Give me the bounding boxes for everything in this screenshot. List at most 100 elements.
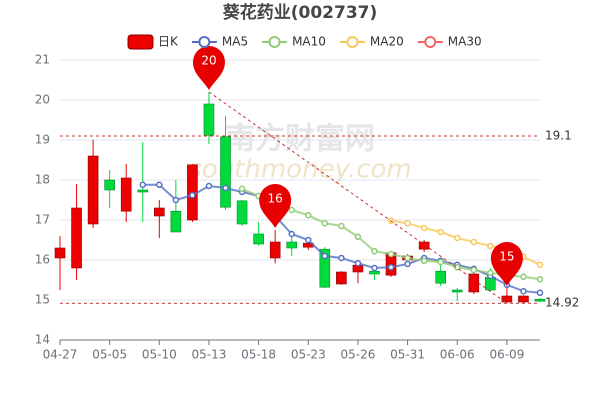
ma-point — [404, 254, 411, 262]
y-tick-label: 15 — [35, 293, 50, 307]
ma-point — [139, 181, 147, 189]
ma-point — [470, 266, 478, 274]
candle-body — [269, 241, 281, 259]
y-tick-label: 16 — [35, 253, 50, 267]
ma-point — [371, 264, 378, 272]
candle-body — [236, 200, 248, 225]
candle-body — [104, 179, 115, 191]
ma-point — [354, 259, 362, 267]
legend-label: MA5 — [222, 35, 248, 49]
candle-body — [253, 233, 264, 245]
ma-point — [536, 275, 544, 283]
ma-point — [387, 250, 395, 258]
candle-body — [71, 207, 82, 269]
ma-point — [238, 185, 246, 193]
candle-body — [518, 295, 529, 303]
ma-point — [288, 206, 295, 214]
ma-point — [172, 196, 180, 204]
legend-icon — [127, 34, 154, 50]
x-tick-label: 05-05 — [92, 348, 127, 362]
ma-point — [222, 184, 229, 192]
ma-point — [321, 252, 329, 260]
ma-point — [404, 260, 411, 268]
ma-point — [453, 263, 461, 271]
x-tick-label: 05-10 — [142, 348, 177, 362]
ma-point — [354, 233, 362, 241]
ma-point — [453, 234, 461, 242]
candle-body — [501, 295, 513, 303]
ma-point — [536, 261, 544, 269]
y-tick-label: 19 — [35, 133, 50, 147]
candle-body — [369, 270, 380, 275]
x-tick-label: 05-26 — [340, 348, 375, 362]
x-tick-label: 05-18 — [241, 348, 276, 362]
ma-point — [305, 236, 312, 244]
candle-body — [534, 298, 546, 302]
y-tick-label: 18 — [35, 173, 50, 187]
candle-body — [54, 247, 66, 259]
ma-point — [420, 257, 428, 265]
mark-pin — [192, 46, 225, 90]
mark-line-label: 14.92 — [545, 296, 579, 310]
y-tick-label: 20 — [35, 93, 50, 107]
ma-point — [387, 263, 395, 271]
candle-body — [87, 155, 99, 225]
legend-icon — [424, 36, 437, 48]
x-tick-label: 05-31 — [390, 348, 425, 362]
candle-body — [170, 210, 182, 233]
ma-point — [437, 258, 444, 266]
ma-point — [487, 242, 494, 250]
ma-point — [520, 287, 527, 295]
mark-pin — [259, 184, 292, 228]
candle-body — [435, 270, 446, 284]
ma-point — [321, 219, 329, 227]
x-tick-label: 04-27 — [43, 348, 78, 362]
candle-body — [220, 136, 231, 208]
y-tick-label: 17 — [35, 213, 50, 227]
ma-point — [437, 228, 444, 236]
ma-point — [305, 211, 312, 219]
ma-point — [288, 230, 295, 238]
x-tick-label: 06-06 — [440, 348, 475, 362]
mark-pin-label: 20 — [201, 54, 216, 68]
x-tick-label: 05-23 — [291, 348, 326, 362]
candle-body — [154, 207, 165, 217]
candle-body — [319, 248, 331, 288]
legend-label: MA30 — [448, 35, 482, 49]
legend-icon — [268, 36, 281, 48]
y-tick-label: 14 — [35, 333, 50, 347]
candle-body — [451, 289, 463, 293]
mark-pin — [490, 242, 523, 286]
trend-line — [208, 91, 508, 304]
ma-point — [536, 289, 544, 297]
ma-point — [371, 247, 378, 255]
chart-title: 葵花药业(002737) — [223, 2, 378, 23]
ma-point — [520, 273, 527, 281]
watermark: 南方财富网 — [225, 122, 375, 157]
candle-body — [203, 103, 215, 136]
legend-label: MA10 — [292, 35, 326, 49]
candle-body — [120, 177, 132, 212]
candle-body — [418, 241, 430, 250]
ma-point — [338, 254, 345, 262]
mark-pin-label: 16 — [268, 192, 283, 206]
mark-line-label: 19.1 — [545, 129, 572, 143]
ma-point — [189, 191, 196, 199]
candle-body — [137, 189, 149, 193]
x-tick-label: 06-09 — [489, 348, 524, 362]
ma-point — [470, 238, 478, 246]
candle-body — [286, 241, 298, 249]
ma-point — [156, 181, 163, 189]
x-tick-label: 05-13 — [192, 348, 227, 362]
legend-icon — [198, 36, 211, 48]
ma-point — [420, 224, 428, 232]
legend-label: 日K — [158, 35, 179, 49]
y-tick-label: 21 — [35, 53, 50, 67]
ma-point — [338, 222, 345, 230]
legend-label: MA20 — [370, 35, 404, 49]
ma-point — [404, 219, 411, 227]
ma-point — [205, 182, 213, 190]
candle-body — [336, 271, 347, 285]
mark-pin-label: 15 — [499, 250, 514, 264]
